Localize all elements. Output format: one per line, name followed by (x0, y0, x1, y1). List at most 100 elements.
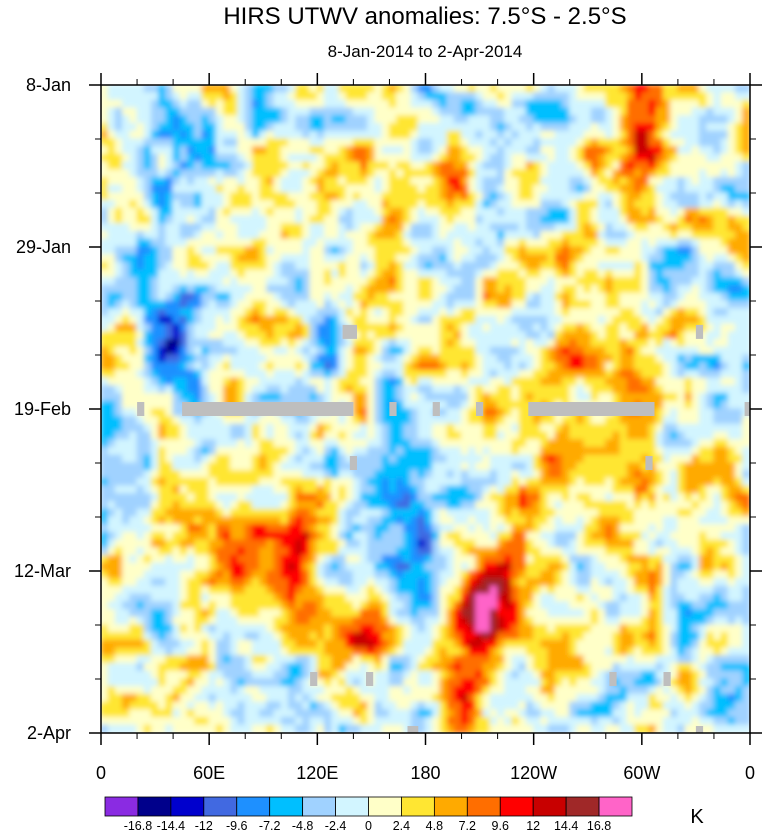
heat-cell (143, 493, 153, 503)
heat-cell (374, 254, 383, 264)
heat-cell (742, 223, 750, 233)
heat-cell (525, 122, 535, 132)
heat-cell (244, 331, 254, 341)
heat-cell (107, 215, 117, 225)
heat-cell (338, 369, 347, 379)
heat-cell (648, 446, 657, 456)
heat-cell (280, 200, 290, 210)
heat-cell (713, 423, 722, 433)
heat-cell (576, 146, 585, 156)
heat-cell (309, 369, 318, 379)
heat-cell (316, 85, 326, 94)
heat-cell (446, 315, 455, 325)
heat-cell (396, 439, 405, 449)
heat-cell (576, 115, 585, 125)
heat-cell (237, 300, 246, 310)
heat-cell (273, 331, 282, 341)
heat-cell (381, 454, 391, 464)
heat-cell (504, 254, 513, 264)
heat-cell (345, 107, 354, 117)
heat-cell (215, 392, 225, 402)
heat-cell (497, 392, 506, 402)
heat-cell (468, 462, 477, 472)
heat-cell (533, 192, 542, 202)
heat-cell (150, 85, 160, 94)
heat-cell (497, 470, 506, 480)
heat-cell (439, 254, 448, 264)
heat-cell (446, 223, 455, 233)
heat-cell (129, 261, 138, 271)
heat-cell (706, 261, 715, 271)
heat-cell (504, 138, 513, 148)
heat-cell (136, 454, 145, 464)
heat-cell (706, 385, 715, 395)
heat-cell (590, 207, 600, 217)
heat-cell (576, 122, 585, 132)
heat-cell (583, 138, 592, 148)
heat-cell (576, 431, 585, 441)
heat-cell (605, 254, 614, 264)
heat-cell (194, 184, 203, 194)
heat-cell (597, 315, 607, 325)
heat-cell (417, 500, 427, 510)
heat-cell (713, 130, 722, 140)
heat-cell (634, 153, 643, 163)
heat-cell (691, 400, 701, 410)
heat-cell (634, 184, 643, 194)
heat-cell (201, 85, 210, 94)
heat-cell (641, 215, 650, 225)
heat-cell (302, 431, 311, 441)
heat-cell (706, 115, 715, 125)
heat-cell (101, 308, 109, 318)
heat-cell (273, 454, 282, 464)
heat-cell (626, 107, 636, 117)
heat-cell (345, 439, 354, 449)
heat-cell (446, 431, 455, 441)
heat-cell (129, 470, 138, 480)
heat-cell (316, 508, 326, 518)
heat-cell (540, 115, 549, 125)
heat-cell (107, 477, 117, 487)
heat-cell (107, 346, 117, 356)
heat-cell (626, 292, 636, 302)
heat-cell (388, 161, 398, 171)
heat-cell (576, 176, 585, 186)
heat-cell (525, 184, 535, 194)
heat-cell (417, 338, 427, 348)
heat-cell (417, 454, 427, 464)
heat-cell (619, 470, 629, 480)
heat-cell (323, 508, 333, 518)
heat-cell (295, 508, 304, 518)
heat-cell (511, 200, 520, 210)
heat-cell (720, 439, 729, 449)
heat-cell (698, 223, 708, 233)
heat-cell (468, 470, 477, 480)
heat-cell (417, 446, 427, 456)
heat-cell (475, 192, 484, 202)
heat-cell (727, 323, 737, 333)
heat-cell (634, 369, 643, 379)
heat-cell (179, 508, 189, 518)
heat-cell (727, 192, 737, 202)
heat-cell (352, 115, 362, 125)
heat-cell (186, 462, 196, 472)
heat-cell (670, 169, 679, 179)
heat-cell (266, 331, 275, 341)
heat-cell (194, 246, 203, 256)
heat-cell (691, 153, 701, 163)
heat-cell (172, 362, 181, 372)
heat-cell (670, 493, 679, 503)
heat-cell (230, 246, 239, 256)
heat-cell (114, 439, 124, 449)
heat-cell (554, 385, 564, 395)
heat-cell (504, 85, 513, 94)
heat-cell (114, 385, 124, 395)
heat-cell (237, 92, 246, 102)
heat-cell (280, 138, 290, 148)
heat-cell (165, 362, 174, 372)
heat-cell (511, 146, 520, 156)
heat-cell (396, 246, 405, 256)
heat-cell (158, 385, 167, 395)
heat-cell (165, 99, 174, 109)
heat-cell (424, 377, 434, 387)
